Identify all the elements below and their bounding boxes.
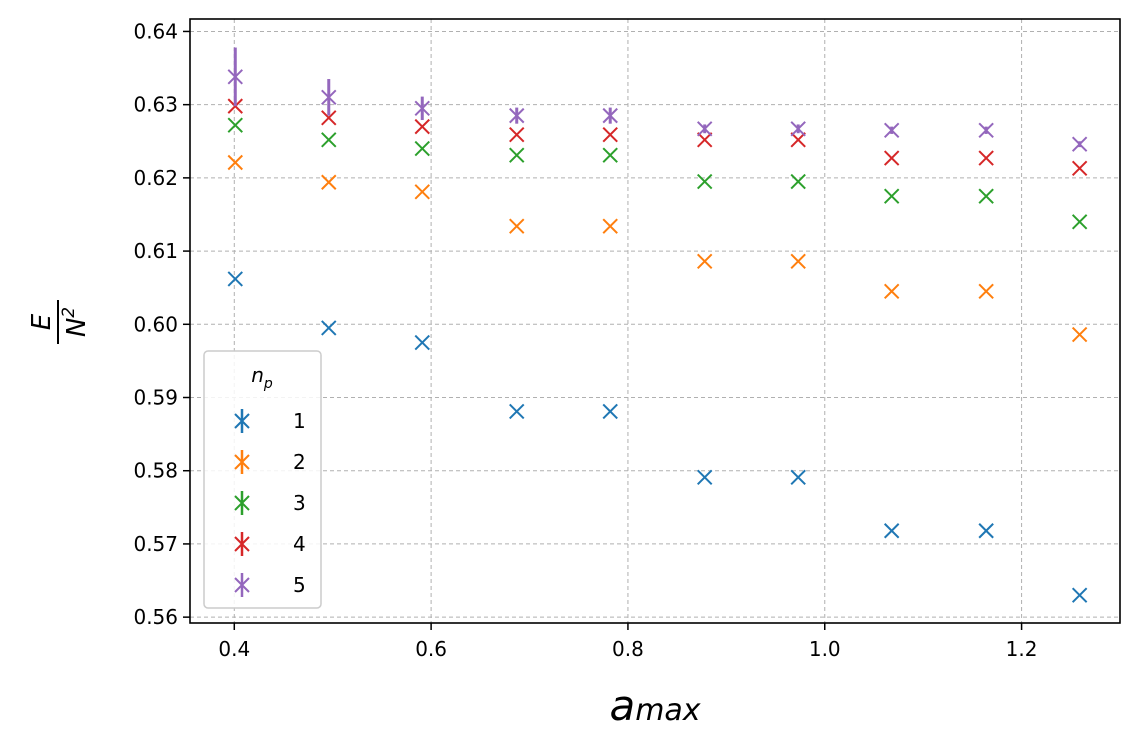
y-tick-label: 0.58 — [133, 459, 178, 483]
data-point — [602, 126, 618, 143]
data-point — [883, 283, 900, 300]
legend-marker — [234, 536, 250, 552]
data-point — [790, 132, 806, 148]
y-tick-label: 0.59 — [133, 386, 178, 410]
data-point — [321, 174, 337, 190]
data-point — [414, 184, 430, 200]
data-point — [227, 117, 243, 133]
series-4 — [227, 98, 1088, 177]
series-1 — [227, 271, 1088, 603]
data-point — [509, 218, 525, 234]
legend-entry-4: 4 — [234, 532, 306, 556]
data-point — [790, 469, 806, 486]
data-point — [414, 100, 430, 117]
y-axis-label: E N2 — [27, 300, 92, 344]
data-point — [883, 523, 900, 539]
data-point — [978, 188, 994, 204]
data-point — [602, 403, 618, 420]
data-point — [883, 122, 900, 138]
data-point — [414, 118, 430, 135]
y-tick-label: 0.57 — [133, 532, 178, 556]
legend-entries: 1 2 3 4 5 — [234, 409, 306, 597]
data-point — [602, 147, 618, 163]
x-tick-label: 0.8 — [612, 637, 644, 661]
legend-label: 2 — [293, 450, 306, 474]
legend-label: 1 — [293, 409, 306, 433]
data-point — [509, 403, 525, 420]
legend-entry-5: 5 — [234, 573, 306, 597]
data-point — [883, 150, 900, 166]
series-2 — [227, 154, 1088, 343]
legend-label: 3 — [293, 491, 306, 515]
legend-title: np — [251, 363, 273, 392]
legend-entry-2: 2 — [234, 450, 306, 474]
data-point — [1071, 136, 1088, 152]
data-point — [883, 188, 900, 204]
x-axis-label: amax — [609, 681, 700, 730]
x-tick-label: 1.0 — [809, 637, 841, 661]
data-point — [790, 253, 806, 270]
y-label-numerator: E — [27, 313, 57, 330]
data-point — [227, 271, 243, 287]
data-point — [321, 110, 337, 126]
data-point — [602, 218, 618, 234]
axis-ticks: 0.4 0.6 0.8 1.0 1.2 0.56 0.57 0.58 0.59 0.60 0.61 0… — [133, 19, 1037, 661]
legend-entry-1: 1 — [234, 409, 306, 433]
data-point — [978, 150, 994, 166]
series-3 — [227, 117, 1088, 230]
plot-frame — [189, 18, 1121, 624]
data-point — [1071, 214, 1088, 230]
data-point — [978, 283, 994, 300]
data-point — [227, 154, 243, 171]
data-point — [696, 121, 713, 137]
series-5 — [227, 47, 1088, 152]
data-point — [790, 173, 806, 190]
data-point — [790, 121, 806, 137]
y-tick-label: 0.60 — [133, 312, 178, 336]
x-tick-label: 0.4 — [218, 637, 250, 661]
data-point — [696, 173, 713, 190]
data-point — [696, 469, 713, 486]
data-point — [321, 89, 337, 106]
data-point — [321, 132, 337, 148]
data-point — [509, 107, 525, 124]
data-point — [414, 140, 430, 157]
legend-marker — [234, 413, 250, 429]
legend-box — [203, 350, 322, 609]
legend-label: 5 — [293, 573, 306, 597]
data-point — [602, 107, 618, 124]
y-tick-label: 0.61 — [133, 239, 178, 263]
data-point — [1071, 326, 1088, 343]
data-point — [696, 132, 713, 148]
data-point — [978, 523, 994, 539]
y-tick-label: 0.62 — [133, 166, 178, 190]
data-point — [509, 147, 525, 163]
legend-entry-3: 3 — [234, 491, 306, 515]
data-points — [227, 47, 1088, 603]
legend-marker — [234, 454, 250, 470]
data-point — [1071, 587, 1088, 603]
legend: np 1 2 3 4 5 — [203, 350, 322, 609]
legend-marker — [234, 577, 250, 593]
legend-marker — [234, 495, 250, 511]
y-tick-label: 0.56 — [133, 605, 178, 629]
legend-label: 4 — [293, 532, 306, 556]
x-tick-label: 0.6 — [415, 637, 447, 661]
y-tick-label: 0.63 — [133, 93, 178, 117]
data-point — [227, 69, 243, 85]
data-point — [414, 334, 430, 351]
data-point — [321, 320, 337, 336]
data-point — [696, 253, 713, 270]
data-point — [978, 122, 994, 138]
y-label-denominator: N2 — [59, 307, 92, 337]
x-tick-label: 1.2 — [1006, 637, 1038, 661]
grid-lines — [190, 19, 1120, 623]
data-point — [509, 126, 525, 143]
data-point — [1071, 160, 1088, 177]
y-tick-label: 0.64 — [133, 19, 178, 43]
